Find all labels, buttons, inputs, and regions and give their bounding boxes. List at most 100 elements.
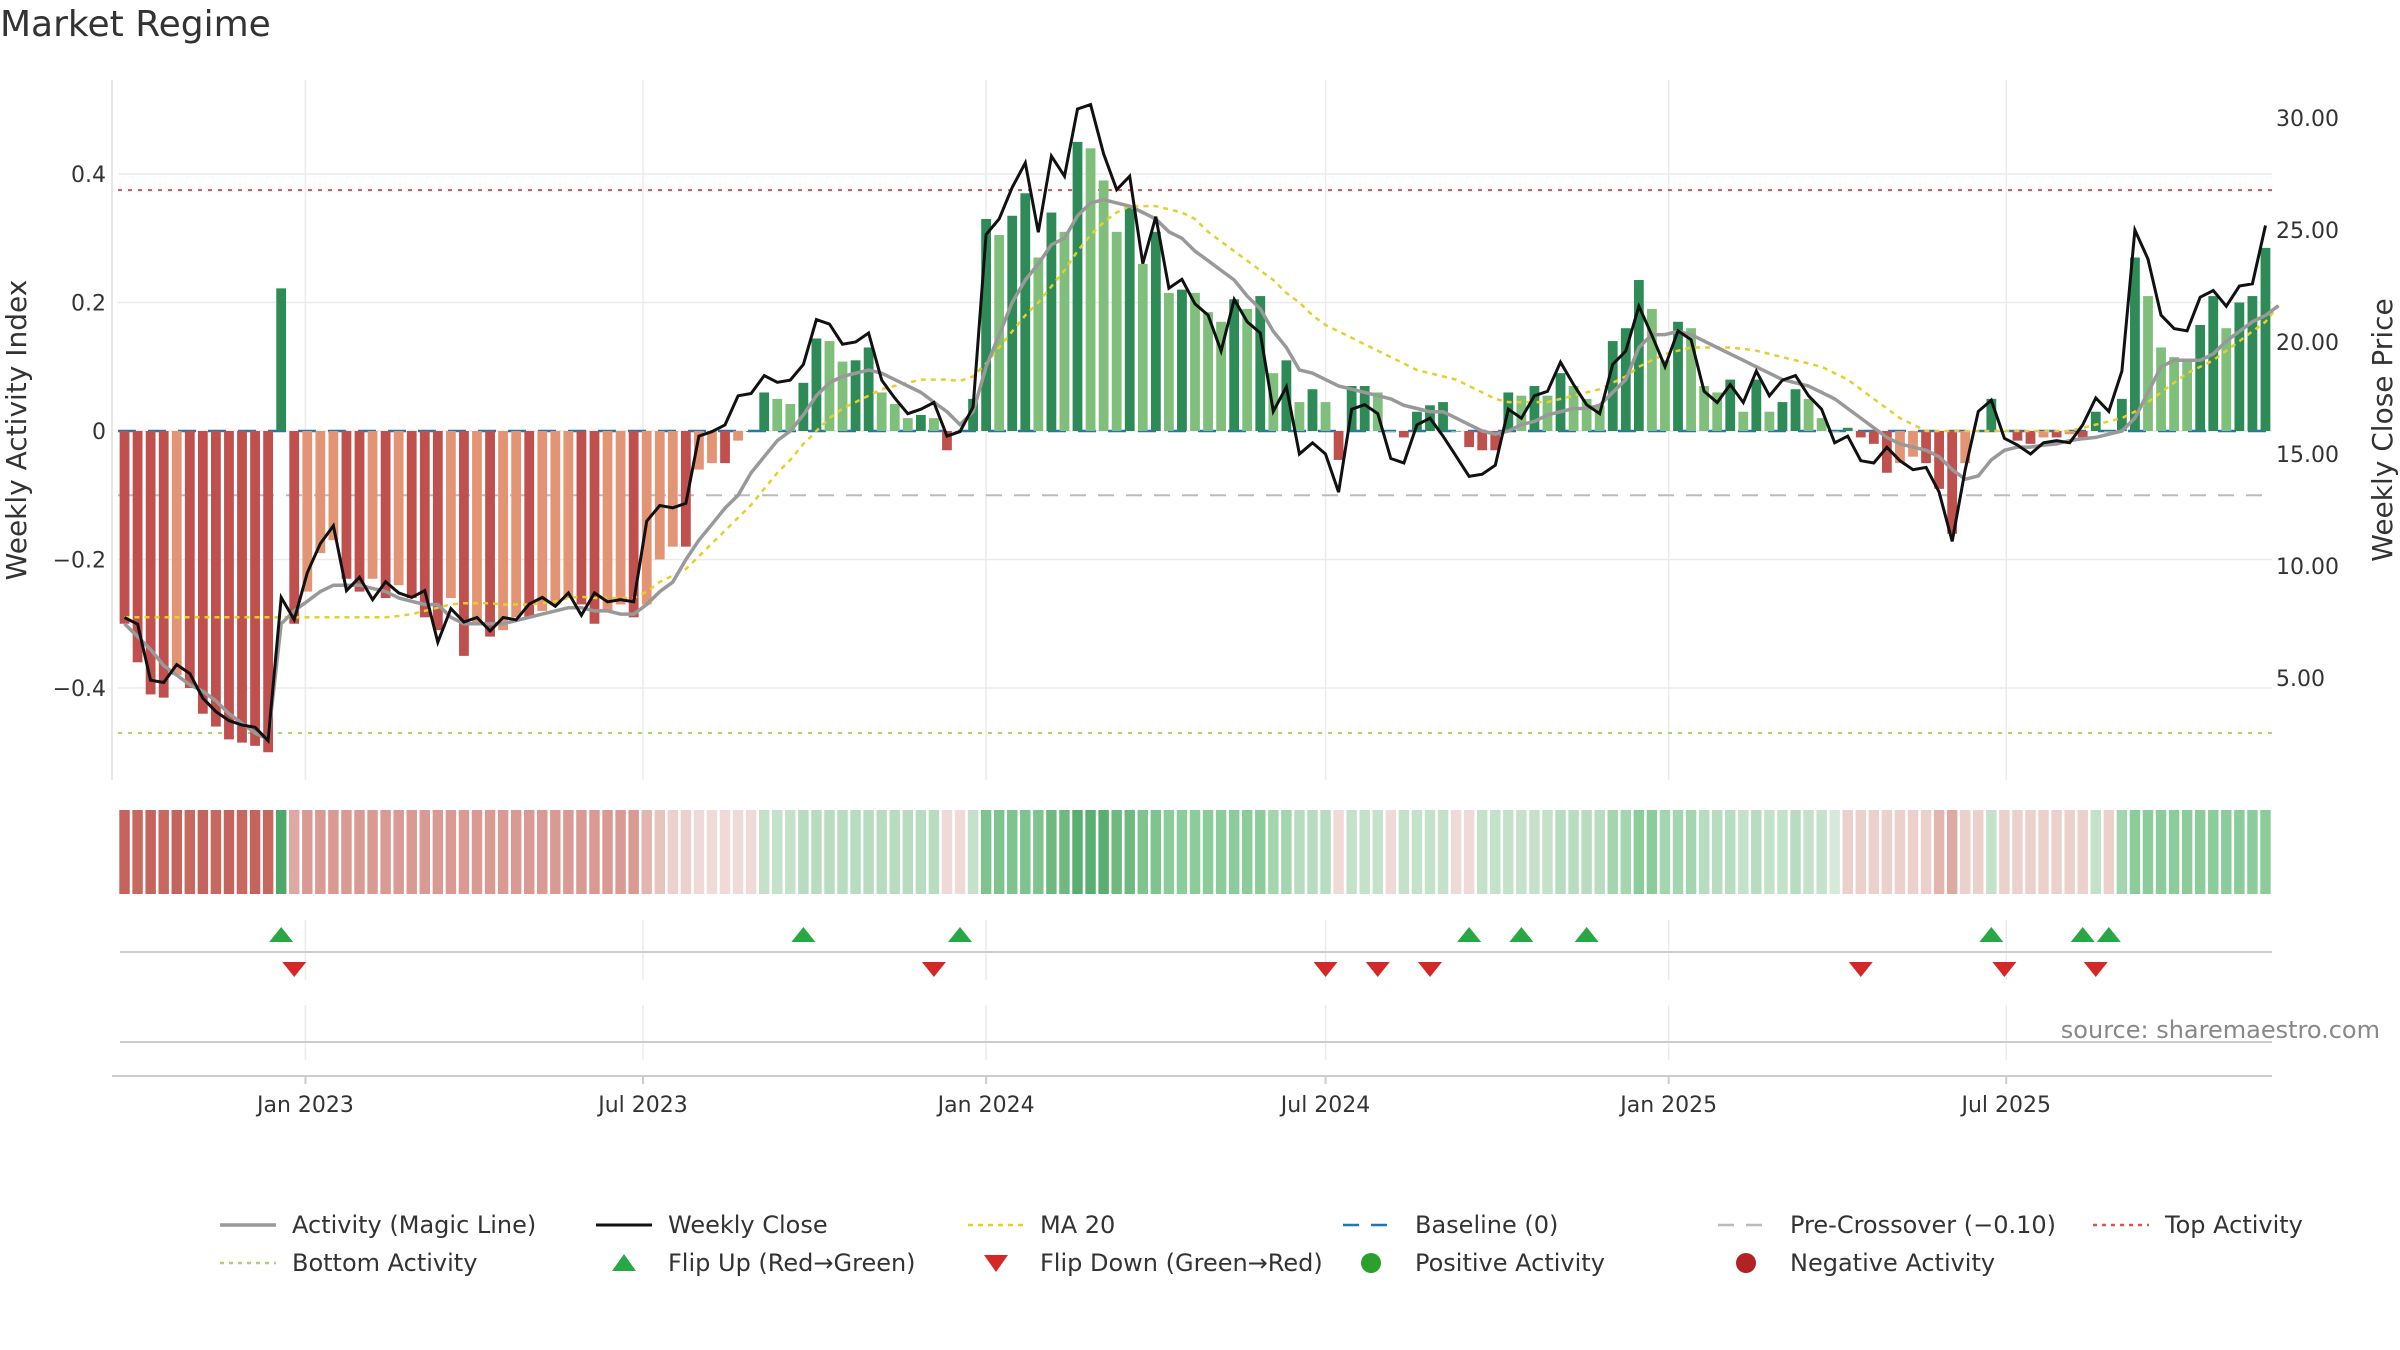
legend-label: Flip Down (Green→Red): [1040, 1249, 1323, 1277]
regime-strip-cell: [2155, 810, 2167, 894]
activity-bar: [2195, 324, 2206, 431]
regime-strip-cell: [980, 810, 992, 894]
flip-up-marker: [2096, 927, 2121, 942]
activity-bar: [485, 431, 495, 637]
activity-bar: [602, 431, 613, 611]
activity-bar: [1777, 402, 1788, 431]
activity-bar: [1477, 431, 1488, 451]
regime-strip-cell: [602, 810, 613, 894]
regime-strip-cell: [1281, 810, 1292, 894]
regime-strip-cell: [315, 810, 326, 894]
regime-strip-cell: [1999, 810, 2010, 894]
regime-strip-cell: [210, 810, 222, 894]
regime-strip-cell: [341, 810, 352, 894]
regime-strip-cell: [1973, 810, 1984, 894]
legend-item-negdot: Negative Activity: [1736, 1249, 1995, 1277]
regime-strip-cell: [967, 810, 979, 894]
activity-bar: [1085, 148, 1096, 432]
regime-strip-cell: [354, 810, 365, 894]
regime-strip-cell: [171, 810, 182, 894]
activity-bar: [250, 431, 260, 746]
activity-bar: [863, 347, 874, 431]
activity-bar: [1412, 411, 1422, 431]
regime-strip-cell: [2168, 810, 2180, 894]
regime-strip-cell: [1803, 810, 1814, 894]
regime-strip-cell: [1855, 810, 1867, 894]
activity-bar: [2169, 357, 2179, 431]
activity-bar: [1190, 292, 1200, 431]
activity-bar: [2025, 431, 2036, 444]
activity-bar: [1294, 402, 1305, 431]
legend-item-close: Weekly Close: [596, 1211, 828, 1239]
regime-strip-cell: [1163, 810, 1175, 894]
activity-bar: [158, 431, 169, 698]
activity-bar: [1203, 312, 1213, 431]
activity-bar: [2208, 296, 2219, 431]
activity-bar: [707, 431, 717, 464]
regime-strip-cell: [1490, 810, 1501, 894]
activity-bar: [1451, 431, 1461, 432]
reference-lines: [118, 189, 2272, 734]
regime-strip-cell: [1594, 810, 1605, 894]
y-tick-label-right: 25.00: [2276, 219, 2339, 244]
regime-strip-cell: [2103, 810, 2115, 894]
activity-bar: [2221, 328, 2232, 431]
y-tick-label-right: 20.00: [2276, 331, 2339, 356]
regime-strip-cell: [1033, 810, 1044, 894]
regime-strip-cell: [1816, 810, 1827, 894]
activity-bar: [524, 431, 535, 618]
activity-bar: [1581, 398, 1592, 431]
activity-bar: [2130, 257, 2140, 431]
flip-up-marker: [1979, 927, 2004, 942]
regime-strip-cell: [2260, 810, 2271, 894]
regime-strip-cell: [576, 810, 587, 894]
y-tick-label-left: 0.4: [71, 163, 106, 188]
activity-bar: [445, 431, 456, 599]
regime-strip-cell: [289, 810, 300, 894]
regime-strip-cell: [1685, 810, 1697, 894]
activity-bar: [1098, 180, 1109, 431]
legend-item-baseline: Baseline (0): [1343, 1211, 1558, 1239]
regime-strip-cell: [302, 810, 313, 894]
activity-bar: [720, 431, 730, 464]
activity-bar: [289, 431, 300, 624]
regime-strip-cell: [2129, 810, 2141, 894]
flip-down-marker: [2083, 962, 2108, 977]
regime-strip-cell: [667, 810, 679, 894]
activity-bar: [1855, 431, 1866, 438]
regime-strip-cell: [1255, 810, 1266, 894]
regime-strip-cell: [537, 810, 548, 894]
regime-strip-cell: [1777, 810, 1788, 894]
regime-strip-cell: [1124, 810, 1135, 894]
y-tick-label-left: −0.4: [53, 677, 106, 702]
activity-bar: [1842, 427, 1853, 431]
regime-strip-cell: [2012, 810, 2023, 894]
regime-strip-cell: [1620, 810, 1632, 894]
activity-bar: [2182, 360, 2193, 431]
activity-bar: [1398, 431, 1409, 438]
regime-strip-cell: [1646, 810, 1658, 894]
regime-strip-cell: [1059, 810, 1070, 894]
y-tick-label-right: 15.00: [2276, 443, 2339, 468]
regime-strip-cell: [1359, 810, 1370, 894]
regime-strip-cell: [628, 810, 639, 894]
regime-strip-cell: [132, 810, 143, 894]
regime-strip-cell: [1085, 810, 1096, 894]
regime-strip-cell: [445, 810, 457, 894]
activity-bar: [432, 431, 443, 631]
regime-strip-cell: [798, 810, 809, 894]
activity-bar: [2156, 347, 2166, 431]
legend-swatch: [612, 1254, 636, 1271]
axes: 0.4 0.2 0 −0.2 −0.4 30.00 25.00 20.00 15.00 10.00…: [53, 80, 2339, 780]
flip-up-marker: [269, 927, 294, 942]
regime-strip-cell: [236, 810, 248, 894]
legend-label: Negative Activity: [1790, 1249, 1995, 1277]
regime-strip-cell: [1098, 810, 1109, 894]
regime-strip-cell: [693, 810, 705, 894]
activity-bar: [1216, 321, 1227, 431]
x-tick-label: Jul 2024: [1279, 1093, 1371, 1118]
regime-strip-cell: [902, 810, 914, 894]
regime-strip-cell: [954, 810, 966, 894]
y-tick-label-left: 0: [92, 420, 106, 445]
legend-label: Top Activity: [2164, 1211, 2303, 1239]
